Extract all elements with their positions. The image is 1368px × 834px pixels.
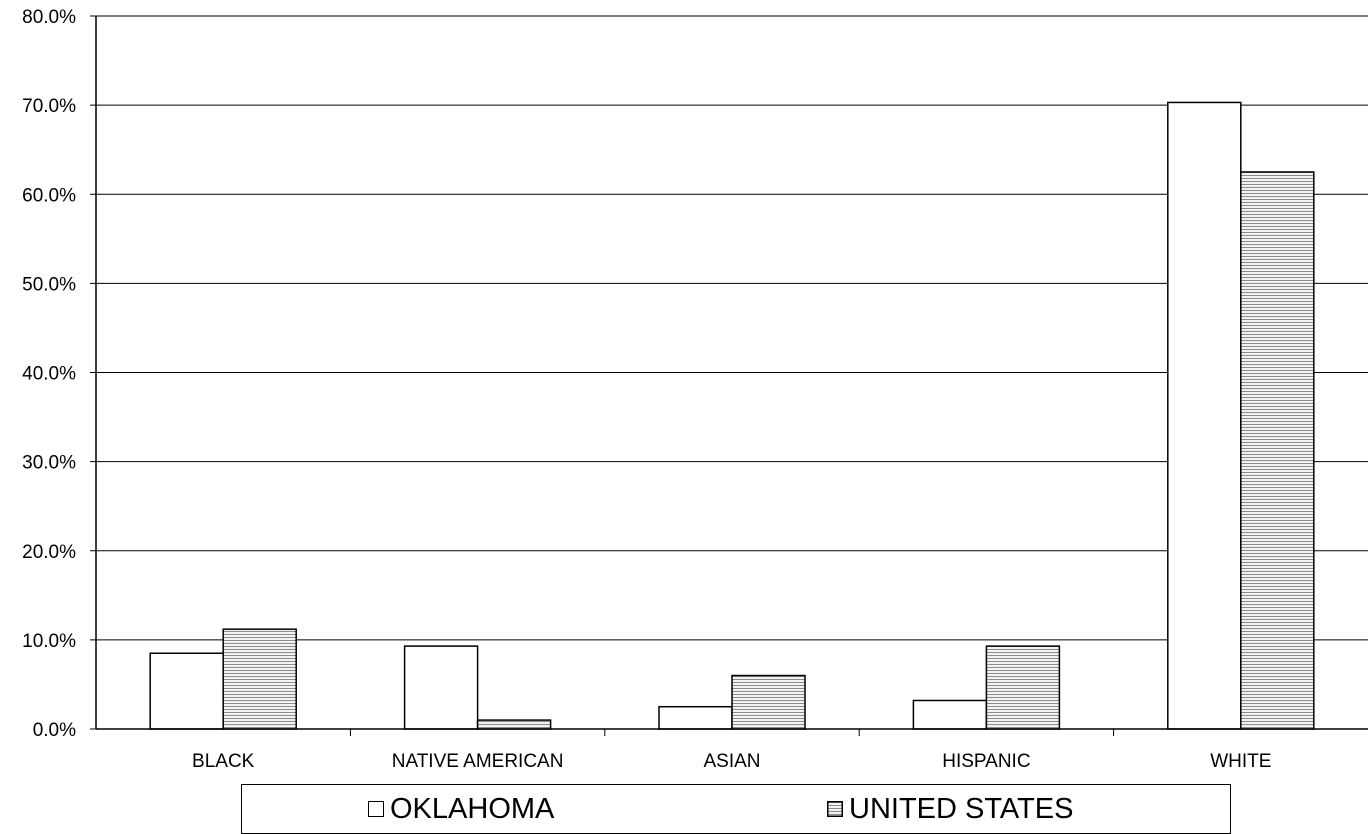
y-tick-label: 80.0% — [22, 7, 76, 28]
y-tick-label: 20.0% — [22, 542, 76, 563]
bar-united-states-native-american — [476, 719, 552, 730]
y-tick-label: 40.0% — [22, 364, 76, 385]
y-tick-label: 30.0% — [22, 453, 76, 474]
category-label: WHITE — [1210, 751, 1271, 772]
y-tick-label: 0.0% — [33, 720, 76, 741]
category-label: NATIVE AMERICAN — [392, 751, 564, 772]
bar-oklahoma-white — [1167, 101, 1242, 730]
bar-united-states-white — [1240, 171, 1315, 730]
legend-label-united-states: UNITED STATES — [849, 793, 1074, 825]
bar-united-states-black — [222, 628, 297, 730]
legend: OKLAHOMA UNITED STATES — [241, 784, 1231, 834]
y-tick-label: 60.0% — [22, 185, 76, 206]
gridlines — [96, 15, 1368, 641]
y-tick-labels: 0.0% 10.0% 20.0% 30.0% 40.0% 50.0% 60.0% 70.0% 8… — [22, 7, 76, 741]
y-tick-label: 10.0% — [22, 631, 76, 652]
legend-label-oklahoma: OKLAHOMA — [390, 793, 555, 825]
category-label: ASIAN — [703, 751, 760, 772]
bar-chart: 0.0% 10.0% 20.0% 30.0% 40.0% 50.0% 60.0% 70.0% 8… — [22, 7, 1368, 772]
y-tick-label: 70.0% — [22, 96, 76, 117]
bars — [149, 101, 1315, 730]
legend-item-oklahoma: OKLAHOMA — [368, 793, 554, 825]
bar-oklahoma-asian — [658, 705, 733, 730]
bar-united-states-asian — [731, 674, 806, 730]
category-label: BLACK — [192, 751, 255, 772]
bar-united-states-hispanic — [985, 645, 1061, 730]
legend-swatch-oklahoma — [368, 801, 384, 817]
category-labels: BLACK NATIVE AMERICAN ASIAN HISPANIC WHITE — [192, 751, 1271, 772]
legend-item-united-states: UNITED STATES — [827, 793, 1074, 825]
legend-swatch-united-states — [827, 801, 843, 817]
category-label: HISPANIC — [942, 751, 1030, 772]
y-tick-label: 50.0% — [22, 274, 76, 295]
bar-oklahoma-black — [149, 652, 224, 730]
axes — [90, 15, 1368, 736]
bar-oklahoma-hispanic — [912, 699, 988, 730]
bar-oklahoma-native-american — [403, 645, 479, 730]
